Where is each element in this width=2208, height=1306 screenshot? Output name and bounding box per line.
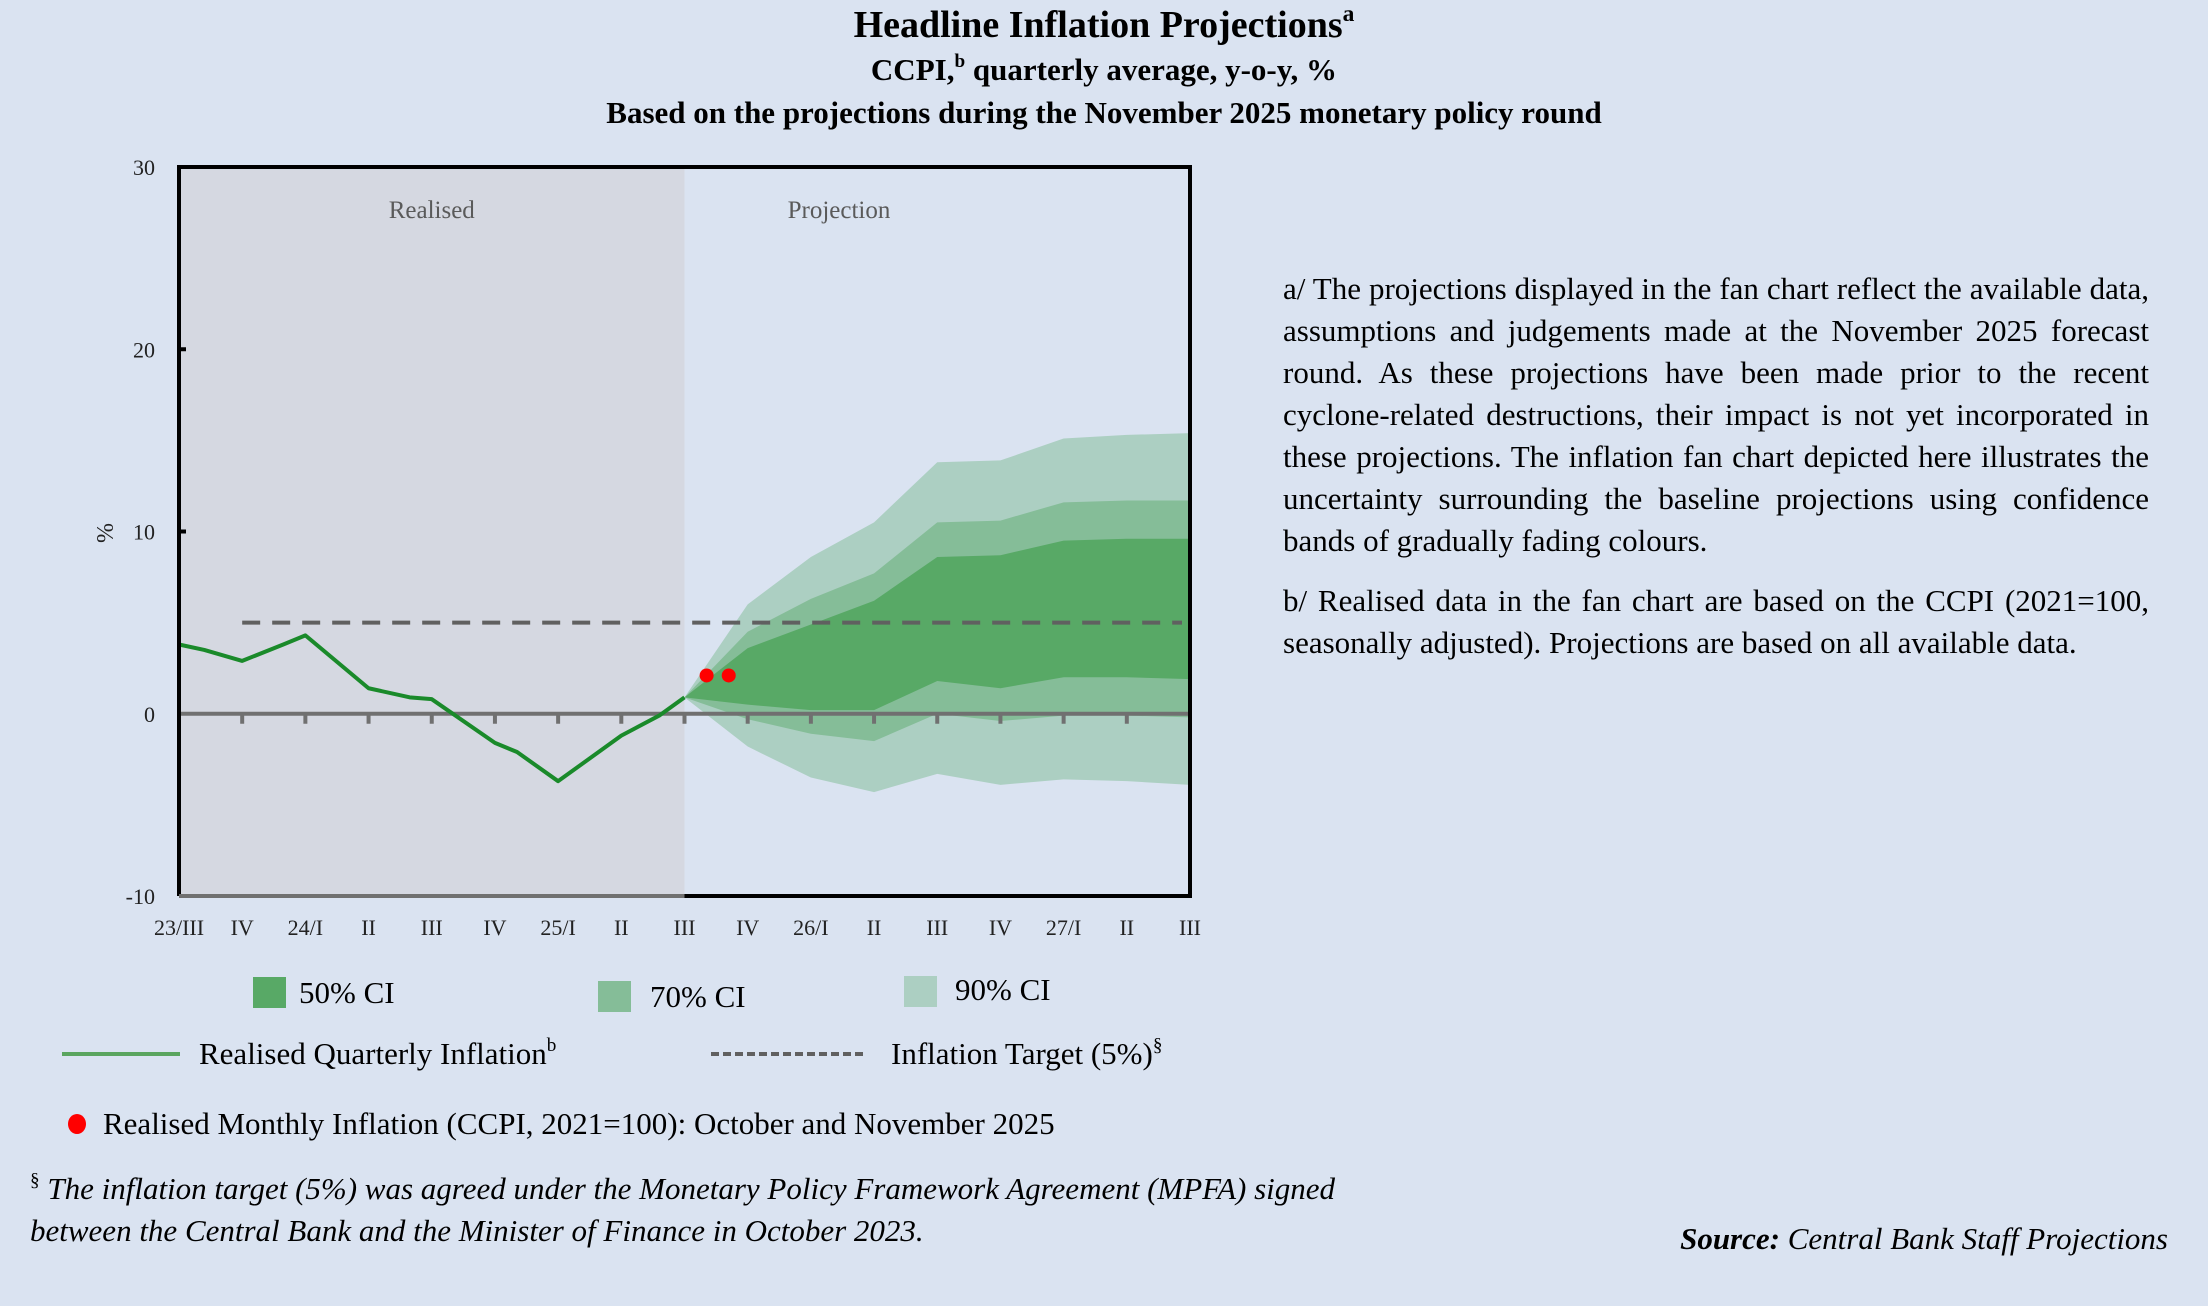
plot-frame [177, 165, 1192, 898]
title-footnote-mark: a [1342, 1, 1355, 28]
source-label: Source: [1680, 1221, 1780, 1256]
subtitle-prefix: CCPI, [870, 52, 955, 87]
fan-bands [684, 433, 1190, 793]
x-tick-labels: 23/III IV 24/I II III IV 25/I II III IV 26/I II III I… [154, 915, 1201, 940]
note-b: b/ Realised data in the fan chart are ba… [1283, 583, 2149, 660]
realised-region-label: Realised [389, 197, 476, 224]
chart-title-text: Headline Inflation Projections [853, 4, 1343, 46]
legend-line-realised [62, 1052, 180, 1056]
x-tick-label: 25/I [540, 915, 575, 940]
subtitle-suffix: quarterly average, y-o-y, % [965, 52, 1338, 87]
x-tick-label: IV [231, 915, 254, 940]
chart-title: Headline Inflation Projectionsa [0, 0, 2208, 50]
x-tick-label: III [1179, 915, 1201, 940]
projection-region-label: Projection [788, 197, 891, 224]
legend-swatch-50ci [253, 977, 286, 1008]
y-tick-label: 20 [133, 337, 155, 362]
y-tick-label: 30 [133, 155, 155, 180]
x-tick-label: II [1119, 915, 1134, 940]
source-text: Central Bank Staff Projections [1779, 1221, 2168, 1256]
monthly-inflation-point [721, 668, 736, 683]
x-tick-label: 23/III [154, 915, 204, 940]
x-tick-marks [240, 713, 1192, 724]
x-tick-label: IV [736, 915, 759, 940]
monthly-inflation-points [699, 668, 736, 683]
y-tick-marks [179, 347, 186, 534]
x-tick-label: IV [989, 915, 1012, 940]
legend-dot-monthly [68, 1114, 86, 1134]
x-tick-label: II [614, 915, 629, 940]
legend-label-inflation-target: Inflation Target (5%)§ [891, 1036, 1162, 1072]
legend-swatch-90ci [904, 976, 937, 1007]
subtitle-footnote-mark: b [954, 50, 966, 72]
realised-region-shading [179, 167, 685, 896]
x-tick-label: 26/I [793, 915, 828, 940]
footnote-text: The inflation target (5%) was agreed und… [30, 1171, 1336, 1248]
x-tick-label: III [926, 915, 948, 940]
note-a: a/ The projections displayed in the fan … [1283, 271, 2149, 558]
chart-subtitle: CCPI,b quarterly average, y-o-y, % [0, 50, 2208, 90]
inflation-target-footnote: § The inflation target (5%) was agreed u… [30, 1168, 1350, 1252]
legend-label-monthly: Realised Monthly Inflation (CCPI, 2021=1… [103, 1106, 1055, 1141]
chart-notes: a/ The projections displayed in the fan … [1283, 268, 2149, 682]
chart-subtitle-2: Based on the projections during the Nove… [606, 95, 1602, 130]
legend-swatch-70ci [598, 981, 631, 1012]
x-tick-label: 24/I [288, 915, 323, 940]
y-tick-label: 0 [144, 702, 155, 727]
x-tick-label: 27/I [1046, 915, 1081, 940]
legend-realised-sup: b [546, 1034, 557, 1056]
legend-line-target [711, 1052, 863, 1056]
source-note: Source: Central Bank Staff Projections [1680, 1218, 2168, 1260]
y-tick-labels: 30 20 10 0 -10 [126, 155, 155, 909]
legend-label-50ci: 50% CI [299, 975, 395, 1010]
monthly-inflation-point [699, 668, 714, 683]
legend-realised-text: Realised Quarterly Inflation [199, 1036, 547, 1071]
x-tick-label: II [361, 915, 376, 940]
footnote-mark: § [30, 1169, 40, 1191]
legend-label-realised-quarterly: Realised Quarterly Inflationb [199, 1036, 556, 1072]
x-tick-label: III [421, 915, 443, 940]
x-tick-label: III [674, 915, 696, 940]
y-tick-label: 10 [133, 520, 155, 545]
legend-label-90ci: 90% CI [955, 972, 1051, 1007]
x-tick-label: II [867, 915, 882, 940]
y-tick-label: -10 [126, 884, 155, 909]
x-tick-label: IV [483, 915, 506, 940]
realised-quarterly-inflation-line [178, 633, 686, 784]
legend-target-text: Inflation Target (5%) [891, 1036, 1153, 1071]
y-axis-label: % [93, 523, 119, 543]
legend-target-sup: § [1152, 1034, 1163, 1056]
legend-label-70ci: 70% CI [650, 979, 746, 1014]
